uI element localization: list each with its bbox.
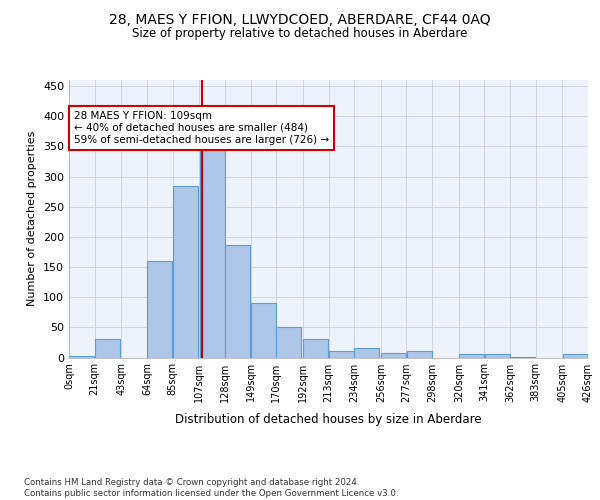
Bar [147,261,172,358]
Bar [95,340,120,357]
Bar [407,352,432,358]
Text: Size of property relative to detached houses in Aberdare: Size of property relative to detached ho… [133,28,467,40]
Bar [355,348,379,358]
Text: 28, MAES Y FFION, LLWYDCOED, ABERDARE, CF44 0AQ: 28, MAES Y FFION, LLWYDCOED, ABERDARE, C… [109,12,491,26]
Bar [277,328,301,358]
Bar [70,356,94,358]
Bar [563,354,587,358]
Bar [251,303,276,358]
Bar [459,354,484,358]
Text: Distribution of detached houses by size in Aberdare: Distribution of detached houses by size … [175,412,482,426]
Bar [200,150,224,358]
Bar [485,354,510,358]
Bar [225,246,250,358]
Bar [173,186,198,358]
Bar [511,357,535,358]
Bar [381,352,406,358]
Text: 28 MAES Y FFION: 109sqm
← 40% of detached houses are smaller (484)
59% of semi-d: 28 MAES Y FFION: 109sqm ← 40% of detache… [74,112,329,144]
Bar [303,340,328,357]
Y-axis label: Number of detached properties: Number of detached properties [28,131,37,306]
Bar [329,351,354,358]
Text: Contains HM Land Registry data © Crown copyright and database right 2024.
Contai: Contains HM Land Registry data © Crown c… [24,478,398,498]
